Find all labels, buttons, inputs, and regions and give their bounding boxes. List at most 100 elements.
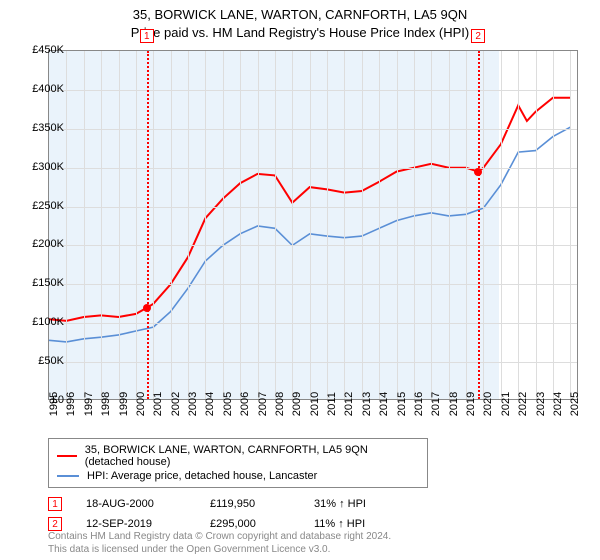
gridline-v (553, 51, 554, 399)
gridline-v (449, 51, 450, 399)
xtick-label: 2001 (152, 392, 164, 416)
xtick-label: 2020 (482, 392, 494, 416)
legend-swatch-price (57, 455, 77, 457)
ytick-label: £0 (52, 394, 64, 406)
gridline-h (49, 362, 577, 363)
gridline-v (101, 51, 102, 399)
xtick-label: 2013 (361, 392, 373, 416)
ytick-label: £400K (32, 83, 64, 95)
sale-index-box: 2 (48, 517, 62, 531)
gridline-v (84, 51, 85, 399)
xtick-label: 2012 (343, 392, 355, 416)
gridline-v (119, 51, 120, 399)
gridline-v (344, 51, 345, 399)
gridline-v (275, 51, 276, 399)
marker-line (147, 51, 149, 399)
ytick-label: £200K (32, 238, 64, 250)
marker-line (478, 51, 480, 399)
marker-index-box: 2 (471, 29, 485, 43)
sale-date: 18-AUG-2000 (86, 498, 186, 510)
footer-line1: Contains HM Land Registry data © Crown c… (48, 530, 391, 543)
ytick-label: £450K (32, 44, 64, 56)
legend-label-price: 35, BORWICK LANE, WARTON, CARNFORTH, LA5… (85, 444, 419, 468)
xtick-label: 2004 (204, 392, 216, 416)
sale-delta: 11% ↑ HPI (314, 518, 414, 530)
footer-line2: This data is licensed under the Open Gov… (48, 543, 391, 556)
gridline-v (570, 51, 571, 399)
xtick-label: 2022 (517, 392, 529, 416)
xtick-label: 1998 (100, 392, 112, 416)
gridline-v (66, 51, 67, 399)
xtick-label: 2008 (274, 392, 286, 416)
ytick-label: £50K (38, 355, 64, 367)
marker-index-box: 1 (140, 29, 154, 43)
xtick-label: 2025 (569, 392, 581, 416)
xtick-label: 2018 (448, 392, 460, 416)
xtick-label: 1997 (83, 392, 95, 416)
gridline-v (223, 51, 224, 399)
sale-index-box: 1 (48, 497, 62, 511)
gridline-v (153, 51, 154, 399)
xtick-label: 2011 (326, 392, 338, 416)
legend-row-hpi: HPI: Average price, detached house, Lanc… (57, 469, 419, 483)
sale-price: £119,950 (210, 498, 290, 510)
chart-area: 12 1995199619971998199920002001200220032… (48, 50, 578, 400)
legend-label-hpi: HPI: Average price, detached house, Lanc… (87, 470, 317, 482)
gridline-v (466, 51, 467, 399)
xtick-label: 2024 (552, 392, 564, 416)
title-subtitle: Price paid vs. HM Land Registry's House … (0, 24, 600, 42)
xtick-label: 2015 (396, 392, 408, 416)
ytick-label: £250K (32, 200, 64, 212)
gridline-h (49, 245, 577, 246)
sale-delta: 31% ↑ HPI (314, 498, 414, 510)
gridline-v (136, 51, 137, 399)
ytick-label: £350K (32, 122, 64, 134)
gridline-v (258, 51, 259, 399)
gridline-h (49, 90, 577, 91)
gridline-h (49, 129, 577, 130)
legend-swatch-hpi (57, 475, 79, 477)
gridline-v (310, 51, 311, 399)
ytick-label: £150K (32, 277, 64, 289)
sale-row: 1 18-AUG-2000 £119,950 31% ↑ HPI (48, 494, 578, 514)
title-address: 35, BORWICK LANE, WARTON, CARNFORTH, LA5… (0, 6, 600, 24)
gridline-v (379, 51, 380, 399)
xtick-label: 2014 (378, 392, 390, 416)
gridline-v (362, 51, 363, 399)
gridline-v (205, 51, 206, 399)
xtick-label: 2023 (535, 392, 547, 416)
gridline-h (49, 323, 577, 324)
xtick-label: 2006 (239, 392, 251, 416)
footer: Contains HM Land Registry data © Crown c… (48, 530, 391, 556)
gridline-h (49, 284, 577, 285)
gridline-v (171, 51, 172, 399)
gridline-v (188, 51, 189, 399)
legend: 35, BORWICK LANE, WARTON, CARNFORTH, LA5… (48, 438, 578, 534)
gridline-v (431, 51, 432, 399)
xtick-label: 2005 (222, 392, 234, 416)
legend-row-price: 35, BORWICK LANE, WARTON, CARNFORTH, LA5… (57, 443, 419, 469)
gridline-v (414, 51, 415, 399)
gridline-v (240, 51, 241, 399)
xtick-label: 1996 (65, 392, 77, 416)
xtick-label: 2009 (291, 392, 303, 416)
gridline-v (536, 51, 537, 399)
xtick-label: 2002 (170, 392, 182, 416)
gridline-v (518, 51, 519, 399)
marker-dot (143, 304, 151, 312)
xtick-label: 2007 (257, 392, 269, 416)
gridline-v (483, 51, 484, 399)
xtick-label: 2017 (430, 392, 442, 416)
gridline-h (49, 168, 577, 169)
ytick-label: £300K (32, 161, 64, 173)
gridline-v (327, 51, 328, 399)
sales-table: 1 18-AUG-2000 £119,950 31% ↑ HPI 2 12-SE… (48, 494, 578, 534)
xtick-label: 2016 (413, 392, 425, 416)
ytick-label: £100K (32, 316, 64, 328)
xtick-label: 1999 (118, 392, 130, 416)
gridline-h (49, 207, 577, 208)
sale-price: £295,000 (210, 518, 290, 530)
xtick-label: 2019 (465, 392, 477, 416)
title-block: 35, BORWICK LANE, WARTON, CARNFORTH, LA5… (0, 0, 600, 41)
series-svg (49, 51, 579, 401)
